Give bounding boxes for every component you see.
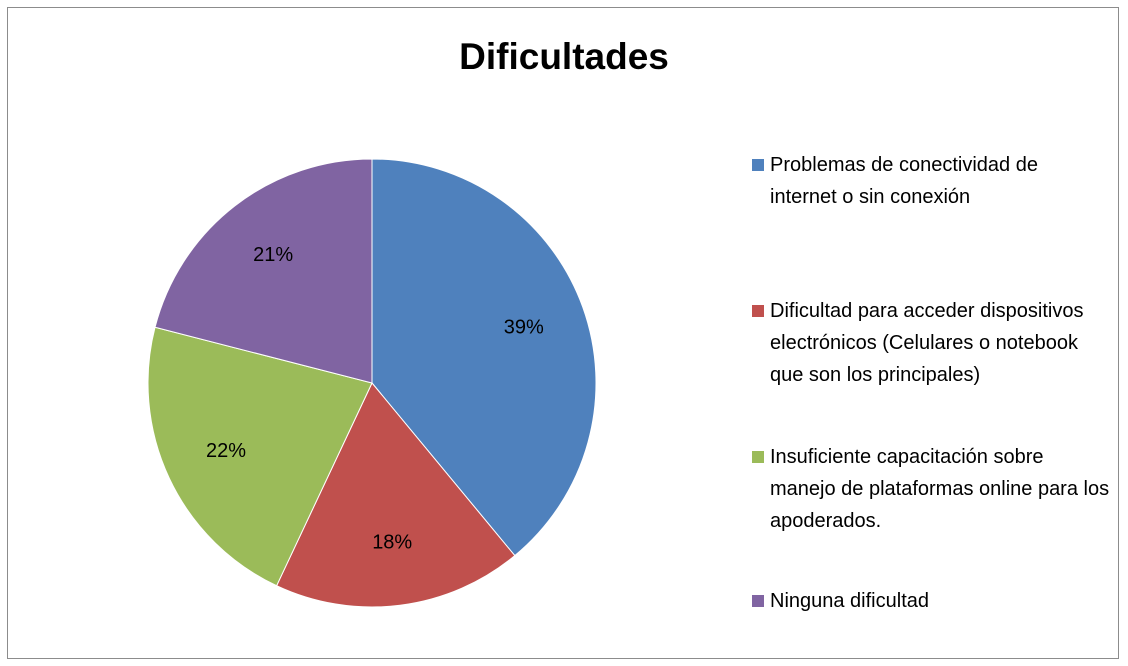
chart-frame xyxy=(7,7,1119,659)
legend-label: Dificultad para acceder dispositivos ele… xyxy=(770,300,1084,386)
pie-slice xyxy=(275,382,516,608)
legend-swatch xyxy=(752,305,764,317)
legend-label: Ninguna dificultad xyxy=(770,590,929,612)
legend-label: Insuficiente capacitación sobre manejo d… xyxy=(770,446,1110,532)
data-label: 21% xyxy=(253,244,293,266)
data-label: 18% xyxy=(372,531,412,553)
chart-title: Dificultades xyxy=(459,36,669,77)
data-label: 39% xyxy=(504,317,544,339)
legend-swatch xyxy=(752,159,764,171)
legend-swatch xyxy=(752,451,764,463)
pie-slice xyxy=(371,158,597,557)
legend-label: Problemas de conectividad de internet o … xyxy=(770,154,1038,208)
legend-swatch xyxy=(752,595,764,607)
legend-item: Problemas de conectividad de internet o … xyxy=(752,149,1112,213)
data-label: 22% xyxy=(206,440,246,462)
legend-item: Dificultad para acceder dispositivos ele… xyxy=(752,295,1112,391)
pie-slice xyxy=(147,326,373,587)
pie-slice xyxy=(154,158,373,384)
legend-item: Ninguna dificultad xyxy=(752,585,1112,617)
legend-item: Insuficiente capacitación sobre manejo d… xyxy=(752,441,1112,537)
